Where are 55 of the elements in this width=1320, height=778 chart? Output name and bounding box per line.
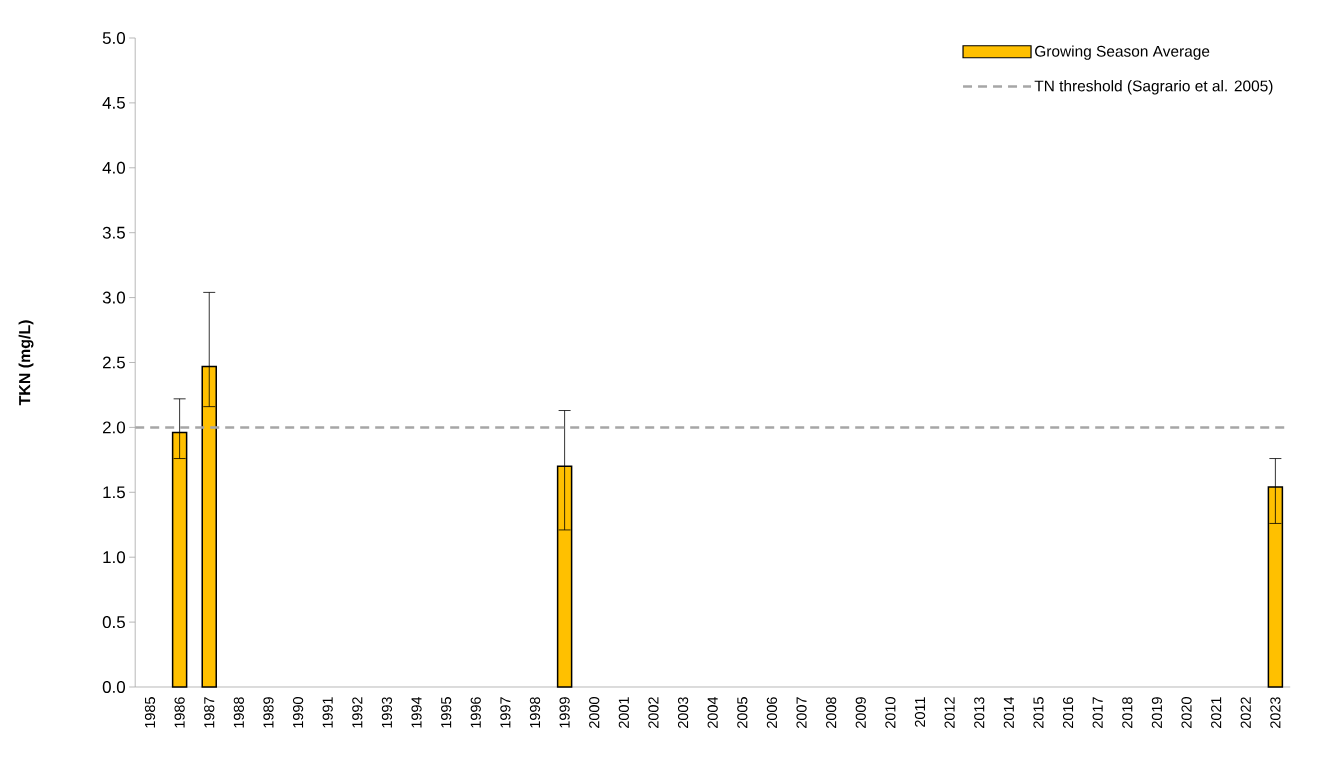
x-tick-label: 2006 bbox=[766, 697, 778, 728]
y-tick-label: 2.0 bbox=[102, 421, 126, 434]
x-tick-label: 2013 bbox=[974, 697, 985, 728]
x-tick-label: 1992 bbox=[352, 697, 363, 728]
x-tick-label: 2020 bbox=[1181, 697, 1192, 728]
x-tick-label: 1990 bbox=[292, 697, 304, 728]
y-tick-label: 4.5 bbox=[102, 96, 125, 109]
x-tick-label: 2012 bbox=[944, 697, 955, 728]
x-tick-label: 2015 bbox=[1033, 697, 1044, 728]
legend-label: TN threshold (Sagrario et al. 2005) bbox=[1034, 80, 1273, 95]
x-tick-label: 2009 bbox=[855, 697, 866, 728]
x-tick-label: 2019 bbox=[1151, 697, 1163, 728]
y-axis-title: TKN (mg/L) bbox=[18, 320, 34, 406]
x-tick-label: 1997 bbox=[500, 697, 511, 728]
y-tick-label: 0.0 bbox=[102, 681, 126, 693]
x-tick-label: 1996 bbox=[470, 697, 481, 728]
y-tick-label: 0.5 bbox=[102, 616, 125, 629]
x-tick-label: 1993 bbox=[381, 697, 393, 728]
x-tick-label: 2003 bbox=[677, 697, 689, 728]
bar bbox=[201, 365, 217, 688]
x-tick-label: 2001 bbox=[618, 697, 629, 728]
y-tick-label: 5.0 bbox=[102, 31, 126, 44]
legend-label: Growing Season Average bbox=[1035, 45, 1210, 60]
x-tick-label: 1988 bbox=[233, 697, 244, 728]
x-tick-label: 1995 bbox=[441, 697, 452, 728]
x-tick-label: 2008 bbox=[826, 697, 837, 728]
x-tick-label: 2018 bbox=[1122, 697, 1133, 728]
x-tick-label: 2007 bbox=[796, 697, 807, 728]
y-tick-label: 2.5 bbox=[102, 356, 125, 369]
x-tick-label: 2010 bbox=[885, 697, 896, 728]
x-tick-label: 2022 bbox=[1240, 697, 1251, 728]
y-tick-label: 1.0 bbox=[103, 551, 126, 564]
x-tick-label: 2014 bbox=[1003, 696, 1014, 728]
x-tick-label: 1994 bbox=[411, 696, 422, 728]
x-tick-label: 1998 bbox=[529, 697, 541, 728]
bar bbox=[556, 465, 573, 688]
x-tick-label: 2004 bbox=[707, 696, 718, 728]
x-tick-label: 2023 bbox=[1270, 697, 1281, 728]
x-tick-label: 1985 bbox=[144, 697, 156, 728]
x-tick-label: 2000 bbox=[589, 697, 600, 728]
x-tick-label: 2016 bbox=[1062, 697, 1074, 728]
x-tick-label: 2017 bbox=[1092, 697, 1103, 728]
x-tick-label: 2021 bbox=[1211, 697, 1222, 728]
x-tick-label: 1989 bbox=[263, 697, 274, 728]
y-tick-label: 4.0 bbox=[102, 161, 126, 174]
y-tick-label: 3.5 bbox=[102, 226, 125, 239]
x-tick-label: 2002 bbox=[648, 697, 659, 728]
x-tick-label: 1991 bbox=[322, 697, 333, 728]
x-tick-label: 1986 bbox=[174, 697, 185, 728]
y-tick-label: 1.5 bbox=[103, 486, 125, 499]
x-tick-label: 2011 bbox=[914, 697, 926, 727]
x-tick-label: 1999 bbox=[559, 697, 570, 728]
x-tick-label: 1987 bbox=[204, 697, 215, 728]
y-tick-label: 3.0 bbox=[102, 291, 126, 304]
x-tick-label: 2005 bbox=[737, 697, 748, 728]
